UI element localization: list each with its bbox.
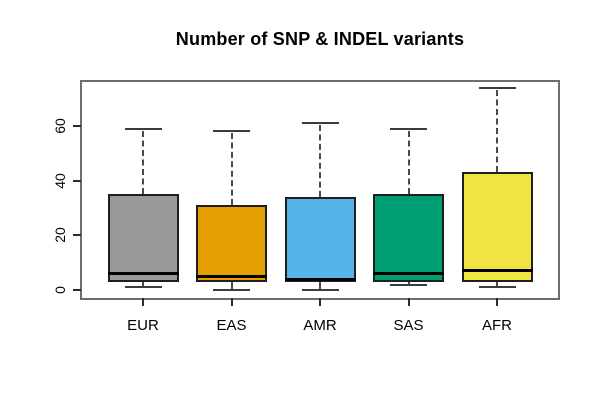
median-sas <box>373 272 444 276</box>
y-axis-tick <box>73 234 81 237</box>
x-axis-tick-afr <box>496 298 498 306</box>
y-axis-tick-label: 0 <box>52 286 68 294</box>
median-eas <box>196 274 267 278</box>
x-axis-tick-sas <box>407 298 410 306</box>
x-axis-tick-label-amr: AMR <box>303 317 337 334</box>
whisker-cap-lower-afr <box>478 286 516 289</box>
whisker-cap-lower-sas <box>390 283 427 286</box>
chart-title: Number of SNP & INDEL variants <box>175 29 465 49</box>
whisker-cap-lower-amr <box>301 289 339 291</box>
box-amr <box>284 197 356 282</box>
x-axis-tick-label-eur: EUR <box>127 317 159 334</box>
whisker-lower-amr <box>319 281 321 289</box>
y-axis-tick-label: 40 <box>52 172 68 189</box>
y-axis-tick <box>73 289 81 291</box>
box-sas <box>373 194 444 282</box>
whisker-cap-upper-eur <box>124 127 162 130</box>
x-axis-tick-eas <box>230 298 233 306</box>
whisker-cap-upper-amr <box>301 122 339 125</box>
y-axis-tick-label: 20 <box>52 227 68 244</box>
box-eas <box>196 205 267 282</box>
whisker-lower-afr <box>496 281 498 287</box>
whisker-cap-lower-eur <box>124 286 162 289</box>
y-axis-tick-label: 60 <box>52 118 68 134</box>
whisker-lower-eas <box>230 281 233 289</box>
y-axis-tick <box>73 179 81 182</box>
whisker-upper-eas <box>230 133 233 206</box>
x-axis-tick-amr <box>319 298 321 306</box>
whisker-cap-lower-eas <box>213 289 250 291</box>
whisker-upper-eur <box>142 130 144 195</box>
box-afr <box>461 172 533 282</box>
median-afr <box>461 269 533 273</box>
whisker-lower-eur <box>142 281 144 287</box>
whisker-lower-sas <box>407 281 410 284</box>
median-eur <box>107 272 179 276</box>
y-axis-tick <box>73 125 81 127</box>
whisker-upper-afr <box>496 89 498 173</box>
whisker-upper-sas <box>407 130 410 195</box>
whisker-upper-amr <box>319 125 321 198</box>
x-axis-tick-label-afr: AFR <box>482 317 512 334</box>
box-eur <box>107 194 179 282</box>
whisker-cap-upper-sas <box>390 127 427 130</box>
x-axis-tick-eur <box>142 298 144 306</box>
x-axis-tick-label-eas: EAS <box>216 317 247 334</box>
x-axis-tick-label-sas: SAS <box>393 317 424 334</box>
whisker-cap-upper-afr <box>478 86 516 89</box>
median-amr <box>284 277 356 281</box>
whisker-cap-upper-eas <box>213 130 250 133</box>
